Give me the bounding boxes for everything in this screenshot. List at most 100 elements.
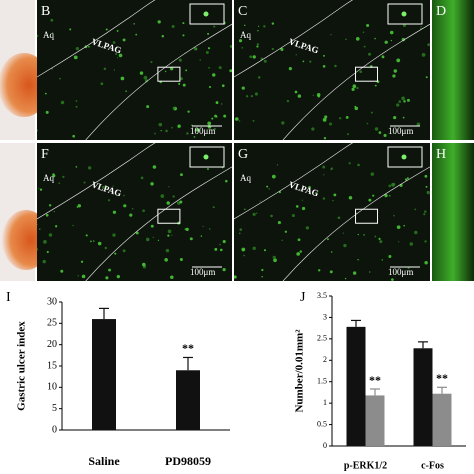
- cell: [199, 59, 202, 61]
- cell: [238, 39, 243, 43]
- cell: [256, 43, 259, 46]
- cell: [37, 223, 38, 226]
- cell: [315, 191, 318, 195]
- cell: [366, 23, 370, 27]
- cell: [393, 214, 395, 217]
- cell: [234, 275, 237, 279]
- y-tick-label: 5: [52, 403, 57, 414]
- cell: [179, 257, 183, 261]
- y-tick-label: 0.5: [317, 419, 327, 428]
- cell: [406, 98, 410, 102]
- cell: [81, 274, 86, 279]
- cell: [245, 95, 249, 98]
- cell: [223, 114, 227, 118]
- cell: [193, 136, 196, 138]
- micrograph: H: [432, 143, 474, 281]
- cell: [213, 127, 216, 131]
- cell: [43, 239, 47, 244]
- cell: [189, 237, 193, 241]
- cell: [263, 25, 266, 28]
- cell: [348, 162, 351, 165]
- cell: [213, 25, 216, 28]
- cell: [379, 240, 383, 244]
- cell: [37, 248, 39, 251]
- cell: [140, 176, 144, 180]
- cell: [333, 193, 337, 197]
- cell: [202, 225, 204, 228]
- aq-label: Aq: [43, 173, 54, 183]
- panel-letter: F: [41, 147, 49, 162]
- cell: [167, 234, 170, 237]
- cell: [301, 206, 306, 211]
- cell: [164, 258, 168, 262]
- cell: [330, 33, 332, 36]
- cell: [374, 37, 376, 40]
- panel-letter: B: [41, 4, 50, 19]
- significance: **: [182, 341, 194, 355]
- cell: [322, 197, 326, 200]
- cell: [185, 69, 188, 72]
- cell: [75, 46, 80, 51]
- cell: [238, 120, 241, 122]
- cell: [311, 127, 315, 131]
- y-tick-label: 30: [47, 296, 57, 307]
- cell: [76, 206, 79, 208]
- cell: [73, 55, 78, 60]
- cell: [105, 28, 108, 31]
- cell: [37, 34, 39, 37]
- cell: [334, 64, 337, 68]
- cell: [273, 258, 277, 263]
- roi: [157, 66, 181, 82]
- cell: [241, 46, 244, 49]
- x-tick-label: p-ERK1/2: [344, 460, 387, 471]
- cell: [424, 174, 428, 178]
- cell: [374, 235, 377, 238]
- cell: [323, 54, 325, 57]
- cell: [212, 206, 215, 209]
- cell: [363, 45, 366, 48]
- cell: [383, 133, 387, 137]
- cell: [308, 185, 311, 189]
- y-tick-label: 10: [47, 382, 57, 393]
- cell: [252, 246, 256, 250]
- bar: [176, 370, 200, 430]
- cell: [72, 224, 74, 227]
- bar: [346, 326, 366, 446]
- cell: [318, 269, 321, 272]
- cell: [284, 230, 288, 233]
- cell: [241, 86, 245, 90]
- cell: [424, 260, 428, 265]
- bar: [92, 319, 116, 430]
- boundary: [234, 0, 354, 78]
- cell: [390, 278, 394, 281]
- cell: [368, 198, 372, 202]
- background: [432, 0, 474, 140]
- significance: **: [436, 371, 448, 385]
- cell: [168, 186, 170, 188]
- cell: [388, 194, 391, 197]
- cell: [108, 268, 111, 272]
- cell: [207, 168, 209, 171]
- cell: [112, 210, 117, 214]
- cell: [222, 240, 226, 244]
- cell: [105, 276, 109, 280]
- cell: [355, 37, 360, 41]
- cell: [85, 234, 88, 237]
- cell: [200, 235, 203, 237]
- aq-label: Aq: [240, 30, 251, 40]
- cell: [342, 232, 344, 234]
- cell: [215, 101, 219, 105]
- cell: [286, 99, 290, 103]
- cell: [164, 70, 167, 73]
- cell: [44, 92, 47, 95]
- cell: [129, 213, 133, 217]
- cell: [402, 23, 407, 27]
- y-tick-label: 15: [47, 360, 57, 371]
- cell: [301, 199, 303, 201]
- cell: [374, 84, 377, 87]
- cell: [37, 129, 38, 132]
